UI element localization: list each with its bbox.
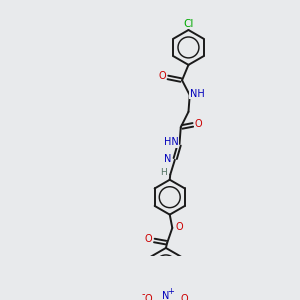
Text: O: O [195,118,202,129]
Text: HN: HN [164,137,179,147]
Text: O: O [176,222,183,232]
Text: O: O [145,234,152,244]
Text: H: H [160,168,167,177]
Text: N: N [164,154,171,164]
Text: Cl: Cl [183,19,194,28]
Text: N: N [162,291,169,300]
Text: -: - [141,289,145,299]
Text: +: + [167,286,174,296]
Text: O: O [180,294,188,300]
Text: O: O [144,294,152,300]
Text: NH: NH [190,89,205,99]
Text: O: O [158,71,166,81]
